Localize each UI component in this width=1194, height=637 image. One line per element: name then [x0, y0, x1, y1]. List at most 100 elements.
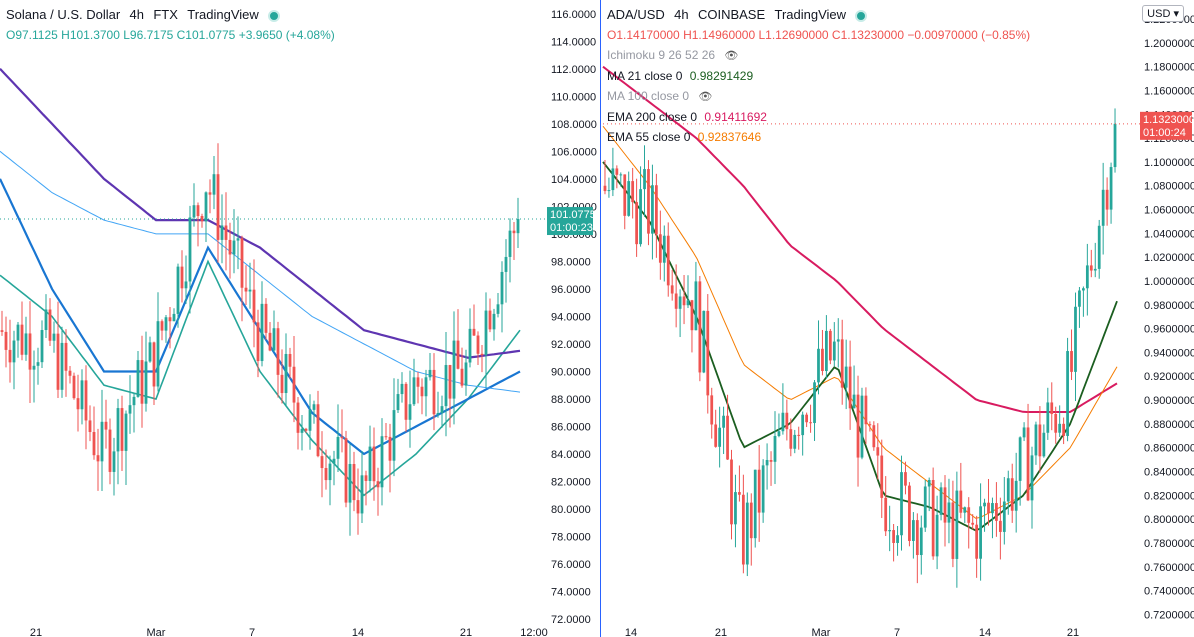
candle-body — [987, 502, 990, 514]
candle-body — [80, 380, 84, 410]
candle-body — [635, 202, 638, 245]
candle-body — [424, 377, 428, 397]
currency-selector[interactable]: USD ▾ — [1142, 5, 1184, 22]
y-tick-label: 1.08000000 — [1144, 181, 1194, 193]
candle-body — [789, 429, 793, 449]
candle-body — [904, 472, 907, 486]
candle-body — [888, 530, 892, 532]
candle-body — [809, 422, 812, 424]
candle-body — [623, 174, 627, 216]
candle-body — [48, 309, 52, 341]
y-tick-label: 0.72000000 — [1144, 609, 1194, 621]
eye-hidden-icon[interactable]: 👁︎ — [698, 91, 713, 103]
y-tick-label: 112.0000 — [551, 64, 596, 76]
indicator-label: EMA 200 close 0 — [607, 110, 698, 124]
ada-legend: ADA/USD 4h COINBASE TradingView O1.14170… — [607, 8, 1030, 150]
candle-body — [995, 503, 998, 521]
candle-body — [836, 339, 840, 342]
ada-interval[interactable]: 4h — [674, 7, 689, 22]
x-tick-label: 7 — [249, 627, 255, 637]
candle-body — [40, 330, 44, 363]
candle-body — [983, 502, 986, 507]
candle-body — [607, 190, 611, 192]
candle-body — [204, 192, 208, 222]
candle-body — [868, 424, 872, 426]
countdown-label: 01:00:23 — [550, 222, 593, 234]
ada-symbol-title[interactable]: ADA/USD — [607, 7, 665, 22]
candle-body — [654, 185, 658, 235]
candle-body — [1022, 427, 1026, 438]
candle-body — [224, 225, 228, 240]
last-price-tag — [547, 207, 593, 236]
candle-body — [1062, 423, 1066, 436]
sol-chart-panel[interactable]: 116.0000 114.0000 112.0000 110.0000 108.0000… — [0, 0, 600, 637]
candle-body — [4, 331, 8, 350]
ada-exchange: COINBASE — [697, 7, 766, 22]
candle-body — [500, 271, 504, 305]
ada-chart[interactable]: 1.220000001.200000001.180000001.16000000… — [601, 0, 1194, 637]
candle-body — [745, 502, 749, 565]
last-price-tag — [1140, 111, 1192, 140]
indicator-value: 0.92837646 — [697, 130, 762, 144]
candle-body — [188, 217, 192, 282]
y-tick-label: 1.10000000 — [1144, 157, 1194, 169]
sol-chart[interactable]: 116.0000 114.0000 112.0000 110.0000 108.0000… — [0, 0, 600, 637]
sol-interval[interactable]: 4h — [129, 7, 144, 22]
candle-body — [615, 168, 619, 175]
candle-body — [785, 412, 789, 430]
candle-body — [28, 333, 32, 370]
candle-body — [32, 365, 36, 370]
candle-body — [805, 414, 809, 423]
candle-body — [726, 415, 729, 460]
candle-body — [380, 436, 384, 488]
candle-body — [730, 459, 733, 525]
sol-open: O97.1125 — [6, 28, 58, 42]
candle-body — [108, 429, 112, 472]
eye-hidden-icon[interactable]: 👁︎ — [724, 50, 739, 62]
candle-body — [880, 455, 884, 498]
candle-body — [1034, 424, 1038, 456]
y-tick-label: 92.0000 — [551, 339, 591, 351]
candle-body — [686, 300, 690, 306]
candle-body — [631, 181, 635, 203]
candle-body — [220, 225, 224, 240]
candle-body — [164, 317, 168, 331]
candle-body — [156, 321, 160, 387]
candle-body — [971, 522, 975, 525]
candle-body — [991, 503, 994, 514]
candle-body — [228, 239, 232, 255]
candle-body — [232, 240, 236, 255]
sol-high: H101.3700 — [61, 28, 120, 42]
currency-label: USD — [1147, 8, 1171, 20]
candle-body — [452, 340, 456, 399]
candle-body — [619, 174, 623, 176]
indicator-ma100[interactable]: MA 100 close 0 👁︎ — [607, 89, 1030, 104]
candle-body — [256, 322, 260, 362]
y-tick-label: 90.0000 — [551, 366, 591, 378]
indicator-ichimoku[interactable]: Ichimoku 9 26 52 26 👁︎ — [607, 48, 1030, 63]
candle-body — [20, 324, 24, 355]
indicator-ema55[interactable]: EMA 55 close 0 0.92837646 — [607, 130, 1030, 144]
candle-body — [68, 370, 72, 376]
candle-body — [432, 369, 436, 415]
x-tick-label: Mar — [812, 627, 831, 637]
candle-body — [1085, 265, 1089, 289]
sol-change: +3.9650 (+4.08%) — [238, 28, 335, 42]
candle-body — [344, 438, 348, 503]
candle-body — [1097, 225, 1101, 269]
candle-body — [236, 238, 240, 241]
ada-chart-panel[interactable]: 1.220000001.200000001.180000001.16000000… — [600, 0, 1194, 637]
candle-body — [300, 428, 304, 433]
y-tick-label: 114.0000 — [551, 36, 596, 48]
candle-body — [264, 303, 268, 333]
sol-symbol-title[interactable]: Solana / U.S. Dollar — [6, 7, 121, 22]
x-tick-label: 14 — [979, 627, 991, 637]
y-tick-label: 110.0000 — [551, 91, 596, 103]
indicator-ema200[interactable]: EMA 200 close 0 0.91411692 — [607, 110, 1030, 124]
candle-body — [884, 497, 888, 532]
indicator-value: 0.91411692 — [704, 110, 767, 124]
indicator-ma21[interactable]: MA 21 close 0 0.98291429 — [607, 69, 1030, 83]
